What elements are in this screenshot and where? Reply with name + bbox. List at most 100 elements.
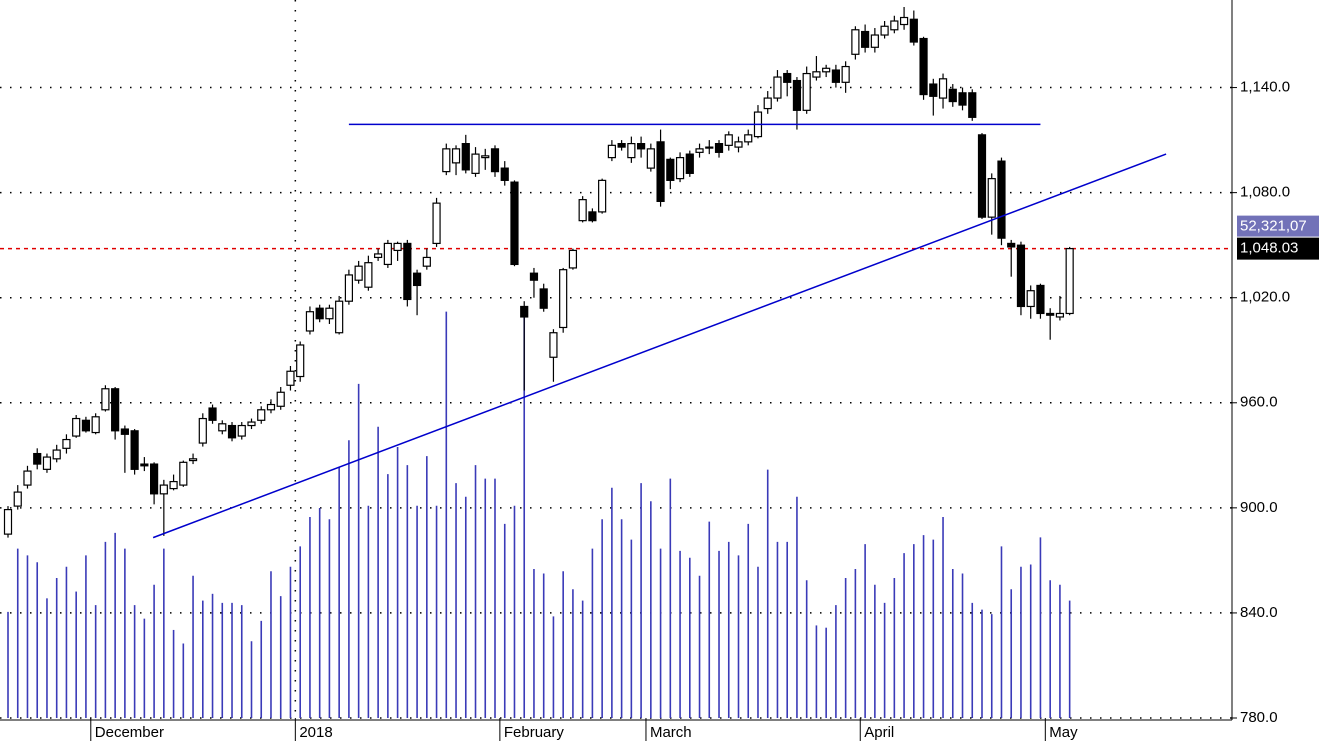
candle-body: [169, 480, 178, 490]
candle-body: [598, 179, 607, 213]
candle-body: [870, 34, 879, 48]
candle-body: [578, 199, 587, 222]
candle-body: [559, 269, 568, 329]
candle-body: [792, 79, 802, 111]
candle-body: [130, 430, 139, 470]
last-volume-box: [1237, 215, 1319, 237]
candle-body: [627, 143, 636, 159]
candle-body: [266, 403, 276, 411]
candle-body: [442, 148, 451, 173]
candle-body: [783, 72, 792, 83]
candle-body: [958, 92, 967, 106]
candle-body: [685, 153, 694, 174]
y-tick-label: 780.0: [1240, 709, 1278, 726]
candle-body: [159, 484, 168, 495]
last-price-label: 1,048.03: [1240, 240, 1298, 257]
candle-body: [861, 30, 870, 48]
y-tick-label: 1,140.0: [1240, 79, 1290, 96]
x-tick-label: May: [1049, 724, 1078, 741]
candle-body: [607, 144, 616, 159]
x-tick-label: March: [650, 724, 692, 741]
candle-body: [909, 18, 918, 43]
candle-body: [802, 72, 811, 111]
candle-body: [91, 416, 100, 434]
candle-body: [412, 272, 422, 287]
candle-body: [461, 143, 470, 171]
candle-body: [305, 311, 315, 332]
candle-body: [257, 409, 266, 421]
y-tick-label: 900.0: [1240, 499, 1278, 516]
x-tick-label: December: [95, 724, 164, 741]
candle-body: [111, 388, 120, 432]
candle-body: [344, 274, 353, 302]
candle-body: [335, 300, 344, 334]
candle-body: [539, 288, 548, 309]
candle-body: [500, 167, 509, 181]
candle-body: [23, 470, 32, 486]
candle-body: [899, 16, 909, 26]
y-tick-label: 1,080.0: [1240, 184, 1290, 201]
y-tick-label: 840.0: [1240, 604, 1278, 621]
candle-body: [997, 160, 1006, 239]
candle-body: [938, 78, 948, 99]
x-tick-label: April: [864, 724, 894, 741]
candle-body: [646, 148, 655, 169]
y-tick-label: 1,020.0: [1240, 289, 1290, 306]
candle-body: [636, 143, 646, 150]
candle-body: [734, 141, 743, 148]
candle-body: [724, 134, 733, 146]
candle-body: [13, 491, 22, 507]
candle-body: [403, 242, 412, 301]
x-tick-label: February: [504, 724, 565, 741]
candle-body: [218, 423, 227, 432]
candle-body: [763, 97, 772, 110]
candle-body: [1036, 284, 1045, 315]
candle-body: [393, 242, 402, 252]
candle-body: [773, 76, 782, 99]
candle-body: [744, 134, 753, 143]
candle-body: [841, 65, 850, 83]
candle-body: [179, 461, 188, 486]
candle-body: [549, 332, 558, 358]
candle-body: [919, 37, 928, 96]
candle-body: [451, 148, 461, 164]
candle-body: [1016, 244, 1026, 308]
candle-body: [101, 388, 110, 411]
candle-body: [276, 391, 285, 407]
candle-body: [656, 141, 665, 202]
candle-body: [929, 83, 938, 97]
candle-body: [374, 253, 383, 259]
candle-body: [481, 155, 490, 159]
candle-body: [72, 417, 81, 437]
candle-body: [822, 67, 831, 73]
candle-body: [1007, 242, 1016, 248]
candle-body: [247, 421, 256, 427]
candle-body: [851, 29, 860, 55]
candle-body: [714, 143, 724, 153]
candle-body: [471, 153, 480, 174]
candle-body: [490, 148, 500, 173]
candle-body: [705, 146, 714, 149]
candle-body: [364, 262, 373, 288]
candle-body: [383, 242, 392, 266]
candle-body: [520, 305, 529, 318]
candle-body: [354, 265, 363, 281]
candle-body: [977, 134, 987, 218]
candle-body: [140, 463, 149, 467]
candle-body: [617, 143, 626, 148]
candle-body: [880, 25, 889, 36]
candle-body: [675, 157, 685, 180]
candle-body: [188, 458, 198, 462]
candle-body: [120, 428, 129, 435]
candle-body: [198, 417, 207, 444]
candle-body: [62, 438, 71, 449]
candle-body: [510, 181, 519, 266]
candle-body: [325, 307, 334, 320]
candle-body: [81, 419, 91, 432]
last-volume-label: 52,321,07: [1240, 218, 1307, 235]
x-tick-label: 2018: [299, 724, 332, 741]
candle-body: [812, 71, 821, 78]
candle-body: [568, 249, 578, 269]
